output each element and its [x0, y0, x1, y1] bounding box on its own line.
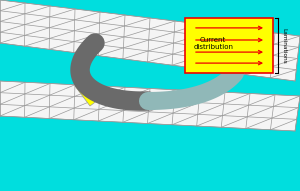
- Polygon shape: [75, 86, 110, 106]
- Text: Current
distribution: Current distribution: [193, 37, 233, 50]
- Polygon shape: [0, 81, 300, 131]
- Bar: [185, 18, 273, 73]
- Polygon shape: [226, 73, 235, 82]
- Text: Laminations: Laminations: [281, 28, 286, 63]
- Polygon shape: [0, 0, 300, 81]
